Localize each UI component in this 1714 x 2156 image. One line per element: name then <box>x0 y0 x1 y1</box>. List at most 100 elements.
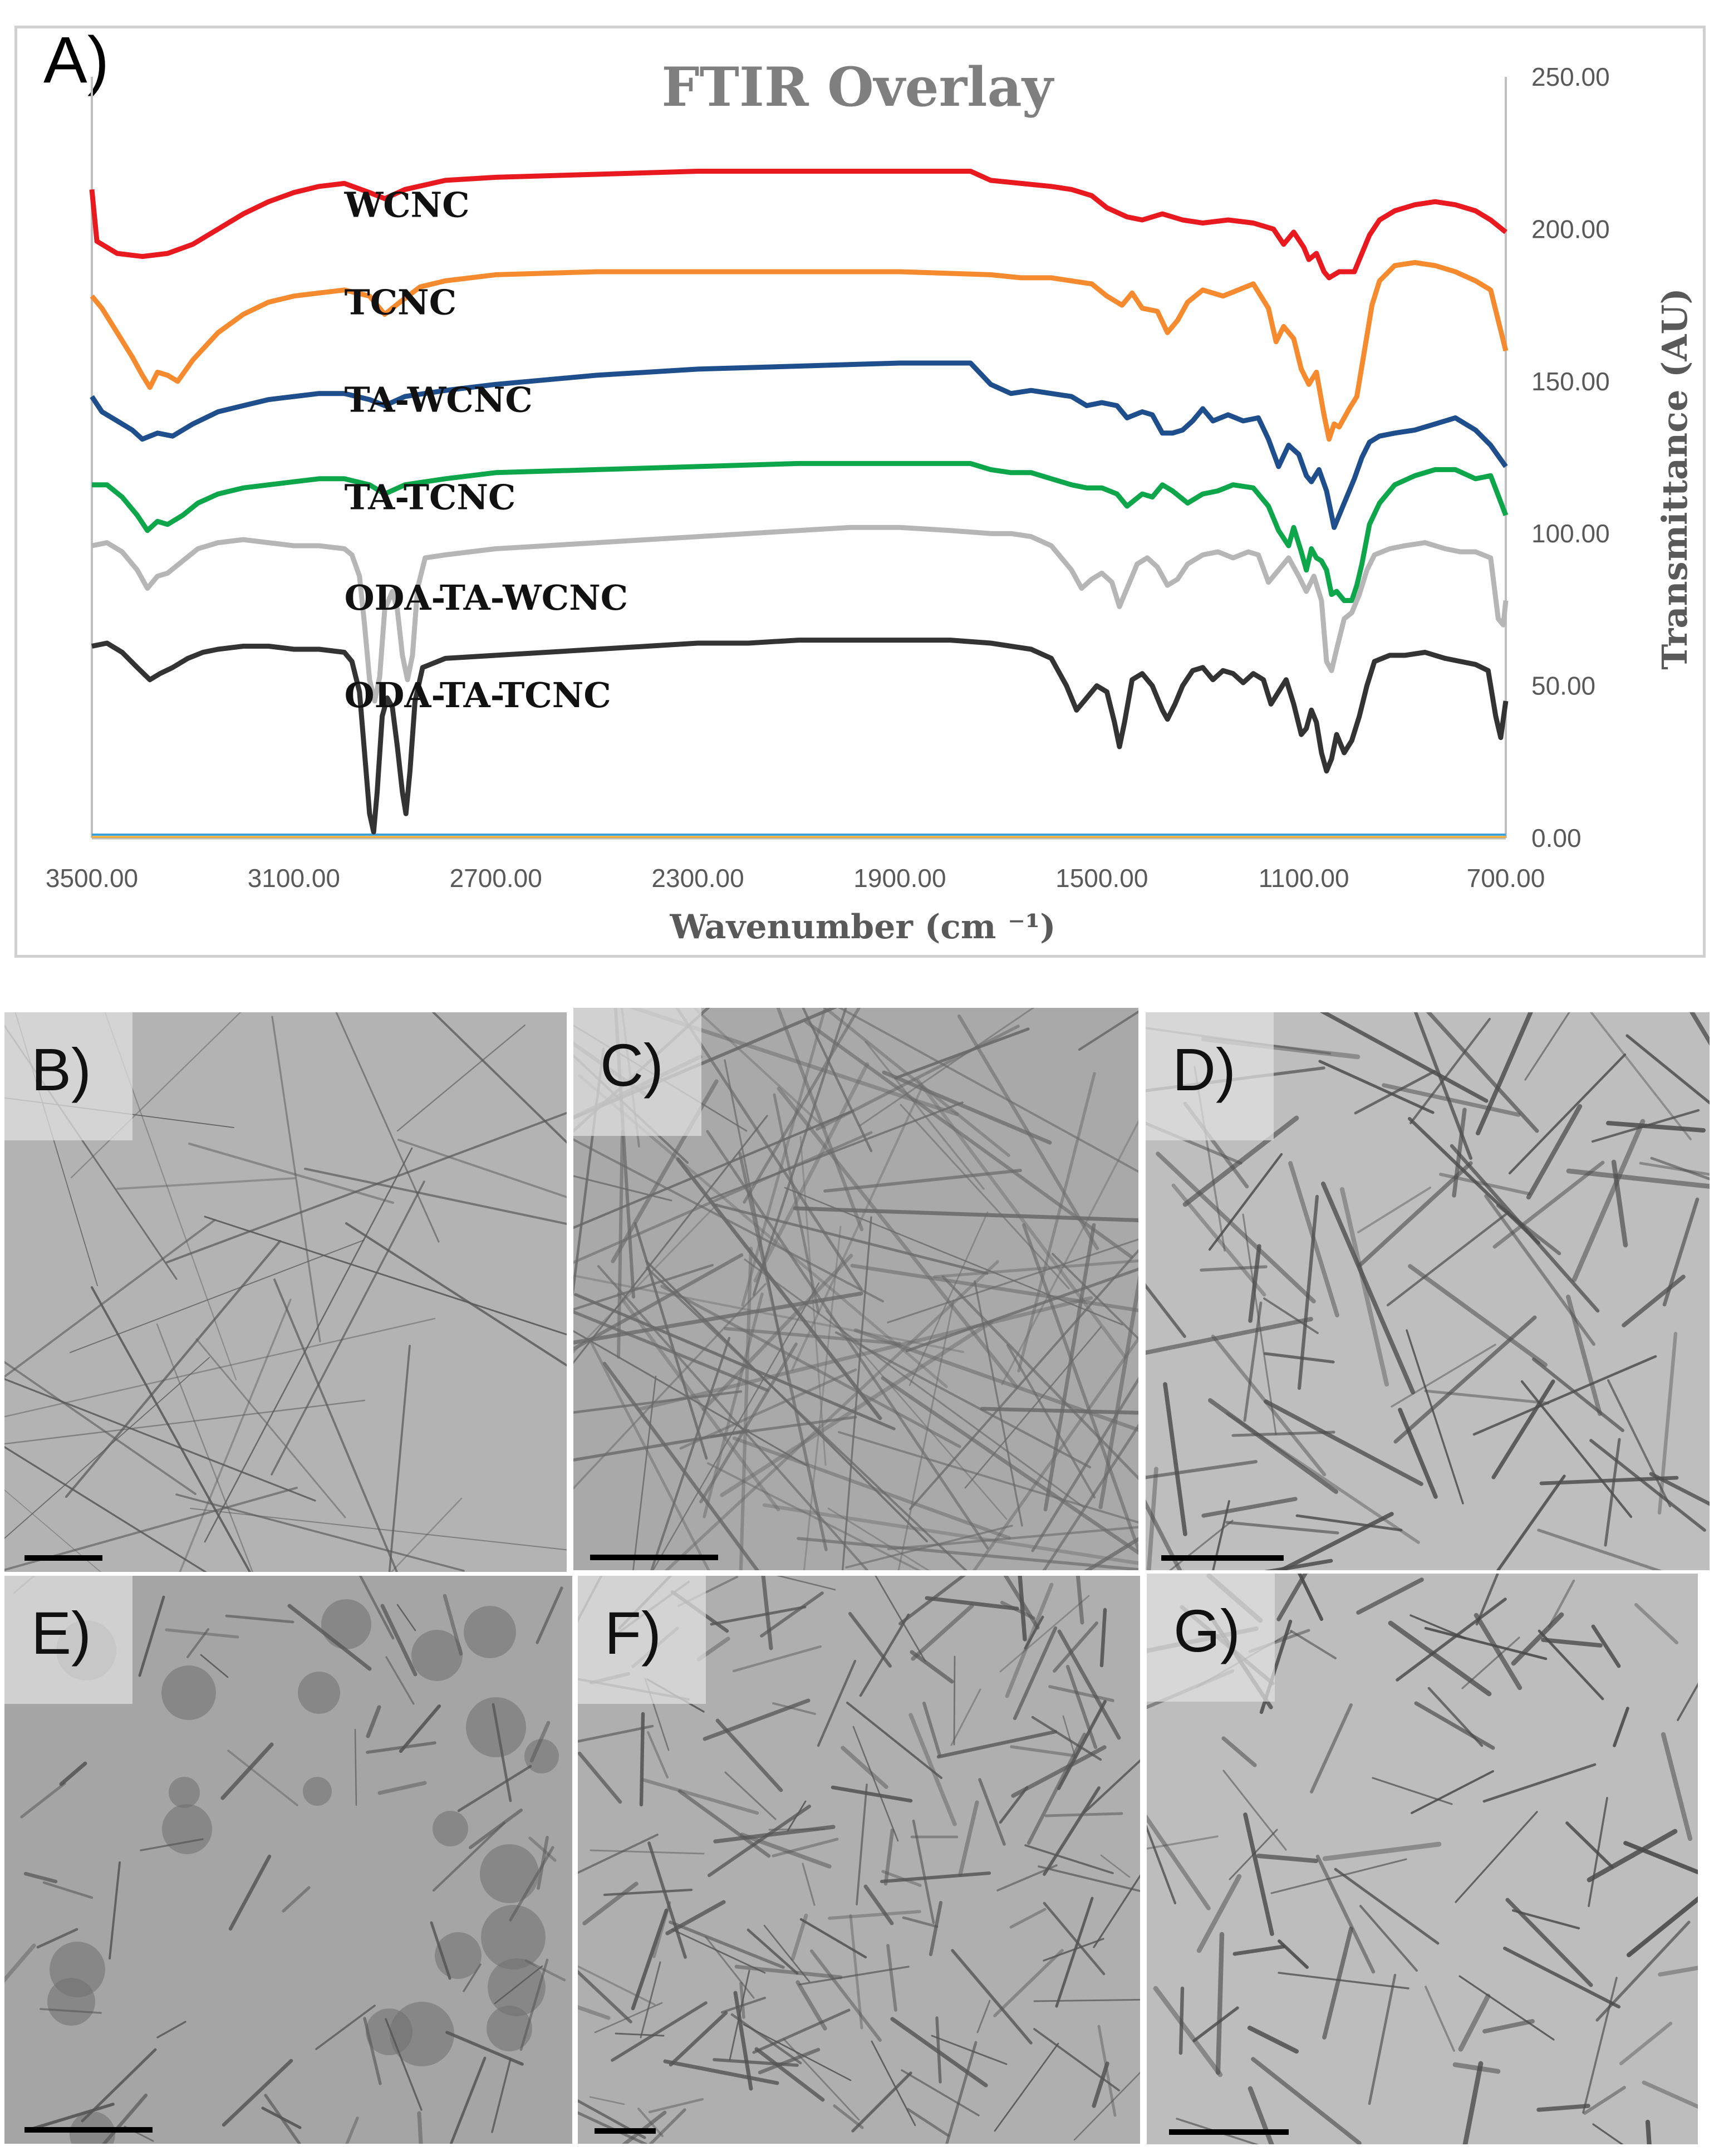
tem-fiber <box>886 1944 897 2012</box>
tem-fiber <box>1425 1986 1455 2052</box>
tem-fiber <box>1295 1514 1403 1532</box>
tem-fiber <box>273 1278 398 1572</box>
tem-fiber <box>1589 1012 1692 1140</box>
tem-particle <box>487 2006 532 2051</box>
tem-fiber <box>597 1265 869 1570</box>
tem-fiber <box>1511 1909 1580 1930</box>
tem-fiber <box>858 1008 1035 1127</box>
tem-fiber <box>828 1910 921 1920</box>
tem-fiber <box>524 1959 566 1982</box>
tem-fiber <box>1548 1579 1575 1628</box>
tem-fiber <box>890 2017 988 2088</box>
tem-fiber <box>837 1008 1138 1173</box>
tem-fiber <box>747 1928 799 1975</box>
tem-fiber <box>795 1980 827 2031</box>
tem-fiber <box>1626 1896 1698 1958</box>
tem-fiber <box>783 2038 860 2121</box>
tem-fiber <box>647 1841 687 1959</box>
tem-fiber <box>1592 2123 1624 2144</box>
tem-fiber <box>1619 2021 1673 2066</box>
x-tick-label: 2300.00 <box>651 864 744 893</box>
tem-image-d <box>1146 1012 1710 1570</box>
tem-fiber <box>679 1368 857 1450</box>
tem-fiber <box>1225 1521 1339 1535</box>
tem-fiber <box>1607 1379 1672 1508</box>
tem-fiber <box>220 1742 274 1800</box>
series-label-oda-ta-wcnc: ODA-TA-WCNC <box>345 577 628 618</box>
tem-particle <box>480 1844 539 1903</box>
tem-fiber <box>186 1628 209 1658</box>
tem-fiber <box>1038 1865 1140 1892</box>
tem-fiber <box>1589 1439 1706 1532</box>
tem-fiber <box>1482 2019 1535 2033</box>
tem-fiber <box>573 1109 854 1229</box>
tem-fiber <box>573 1115 768 1364</box>
scale-bar-b <box>24 1555 102 1561</box>
tem-fiber <box>710 1605 807 1626</box>
tem-particle <box>321 1599 371 1649</box>
tem-fiber <box>589 2096 625 2105</box>
y-tick-label: 200.00 <box>1531 214 1610 243</box>
tem-particle <box>298 1672 340 1714</box>
tem-fiber <box>1044 1812 1123 1817</box>
tem-fiber <box>773 1093 820 1314</box>
tem-fiber <box>1396 1598 1507 1682</box>
tem-fiber <box>1474 1613 1523 1690</box>
tem-panel-b: B) <box>4 1012 567 1572</box>
tem-fiber <box>1043 1902 1106 1976</box>
tem-fiber <box>494 1965 543 2005</box>
tem-fiber <box>1536 2104 1590 2112</box>
tem-fiber <box>1053 1621 1098 1673</box>
tem-fiber <box>282 1886 311 1913</box>
tem-fiber <box>109 1861 121 1959</box>
tem-fiber <box>1033 2028 1120 2091</box>
tem-fiber <box>906 2108 950 2137</box>
tem-fiber <box>1382 1083 1521 1117</box>
tem-fiber <box>897 1299 955 1570</box>
tem-fiber <box>1625 1034 1710 1105</box>
tem-fiber <box>772 1837 839 1858</box>
tem-fiber <box>1243 1301 1263 1422</box>
tem-fiber <box>4 1487 298 1571</box>
tem-fiber <box>663 2059 779 2085</box>
tem-fiber <box>1153 1986 1223 2077</box>
tem-fiber <box>724 1771 777 1820</box>
tem-fiber <box>664 1260 999 1570</box>
tem-label-d: D) <box>1146 1012 1274 1140</box>
tem-fiber <box>573 1253 744 1351</box>
tem-fiber <box>1270 1858 1407 1894</box>
tem-fiber <box>1386 1211 1510 1307</box>
tem-fiber <box>165 1628 239 1639</box>
tem-fiber <box>1458 1993 1491 2052</box>
tem-fiber <box>573 1175 672 1202</box>
tem-fiber <box>1359 1904 1418 1972</box>
tem-fiber <box>366 1741 436 1754</box>
tem-label-e: E) <box>4 1576 132 1704</box>
tem-fiber <box>4 1378 316 1502</box>
tem-fiber <box>578 1751 622 1804</box>
tem-fiber <box>179 1298 292 1572</box>
tem-fiber <box>573 1291 863 1345</box>
tem-fiber <box>573 1390 743 1414</box>
tem-fiber <box>1251 2057 1362 2144</box>
tem-fiber <box>1146 1460 1258 1479</box>
tem-fiber <box>1042 1423 1138 1570</box>
tem-fiber <box>793 1206 1138 1222</box>
tem-fiber <box>693 1008 827 1130</box>
tem-fiber <box>1278 1972 1409 1990</box>
series-line-wcnc <box>89 169 1507 281</box>
tem-fiber <box>573 1203 718 1354</box>
tem-fiber <box>4 1489 101 1572</box>
tem-fiber <box>1146 1499 1182 1570</box>
tem-fiber <box>1256 1853 1319 1864</box>
tem-fiber <box>377 1781 427 1795</box>
tem-fiber <box>588 1337 710 1570</box>
tem-fiber <box>912 1819 935 1924</box>
tem-fiber <box>70 1239 365 1353</box>
tem-fiber <box>1168 1520 1234 1570</box>
tem-fiber <box>188 1142 395 1204</box>
scale-bar-f <box>595 2128 656 2134</box>
tem-fiber <box>1532 1358 1624 1432</box>
tem-fiber <box>1243 1812 1274 1936</box>
tem-fiber <box>396 1604 416 1631</box>
